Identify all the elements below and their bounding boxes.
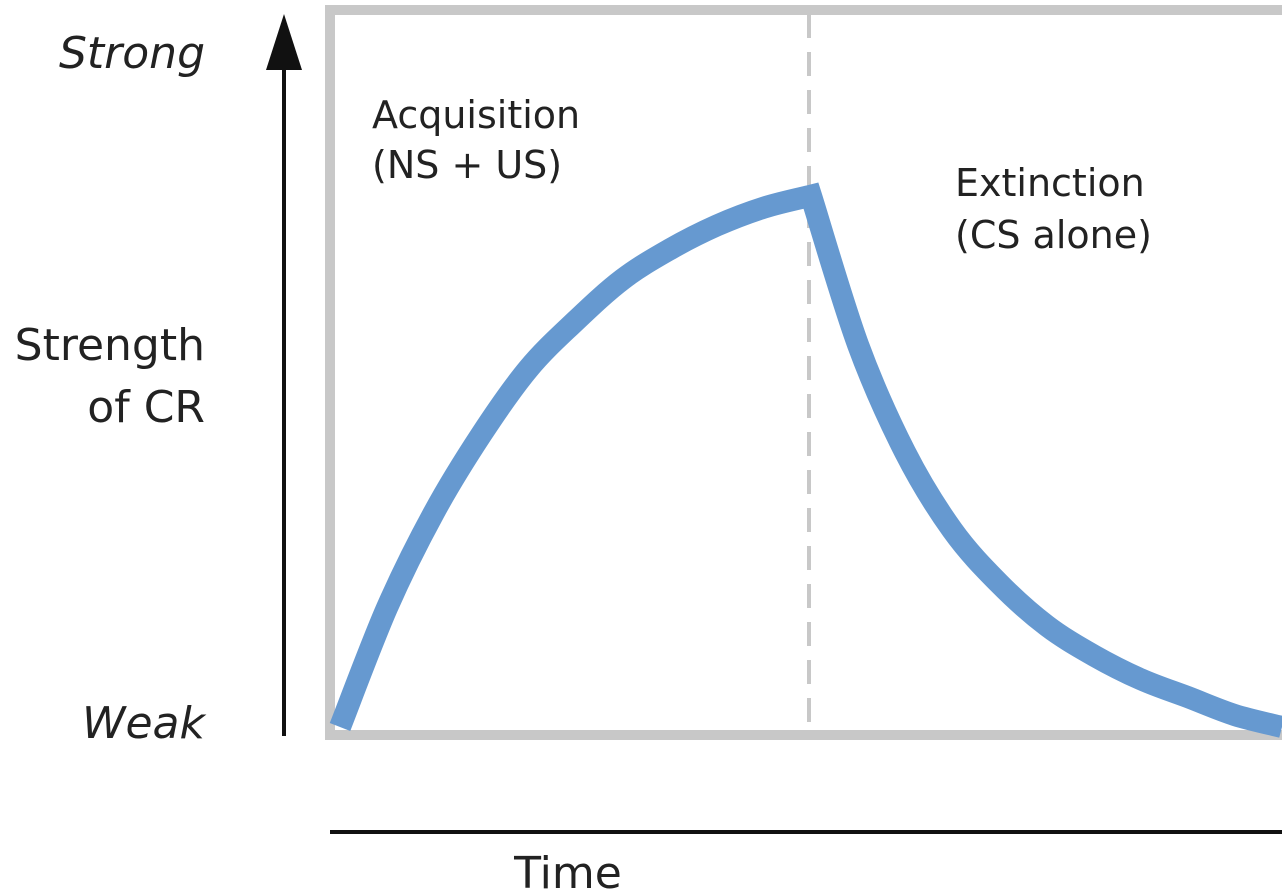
phase-extinction-subtitle: (CS alone): [955, 213, 1152, 257]
x-axis-title: Time: [513, 848, 622, 896]
y-axis-arrowhead: [266, 14, 302, 70]
y-axis-top-label: Strong: [59, 28, 205, 79]
data-series-curve: [329, 182, 1282, 738]
phase-extinction-title: Extinction: [955, 161, 1145, 205]
phase-acquisition-subtitle: (NS + US): [372, 143, 562, 187]
y-axis-title-line-1: Strength: [15, 320, 205, 371]
y-axis-bottom-label: Weak: [82, 698, 207, 749]
plot-frame: [325, 5, 1282, 740]
y-axis-title-line-2: of CR: [87, 382, 205, 433]
phase-acquisition-title: Acquisition: [372, 93, 580, 137]
